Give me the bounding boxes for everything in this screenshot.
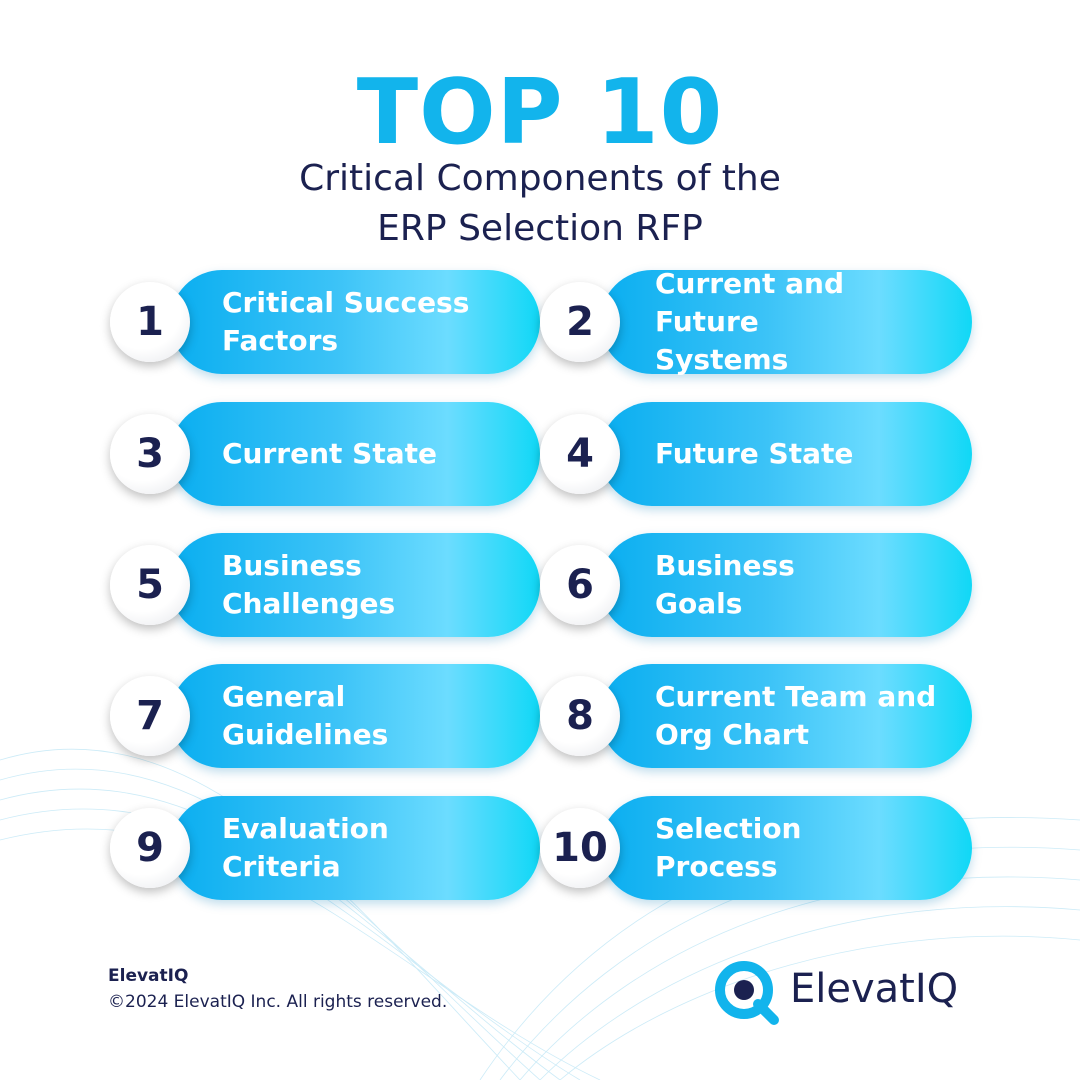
- title: TOP 10: [356, 60, 724, 165]
- logo-text: ElevatIQ: [790, 966, 959, 1012]
- item-label-line: Goals: [655, 587, 743, 620]
- item-label-line: Evaluation: [222, 812, 389, 845]
- item-number: 7: [110, 676, 190, 756]
- item-pill: [600, 664, 972, 768]
- item-pill: [170, 533, 540, 637]
- item-pill: [600, 270, 972, 374]
- item-label: Business Goals: [655, 533, 952, 637]
- item-number: 2: [540, 282, 620, 362]
- item-label-line: Process: [655, 850, 778, 883]
- item-label-line: Selection: [655, 812, 802, 845]
- item-label-line: Current and Future: [655, 267, 845, 338]
- item-number: 6: [540, 545, 620, 625]
- item-label: Current and Future Systems: [655, 267, 952, 376]
- item-label: Future State: [655, 402, 952, 506]
- item-label: Selection Process: [655, 796, 952, 900]
- item-label: Critical Success Factors: [222, 270, 520, 374]
- item-number: 5: [110, 545, 190, 625]
- brand: ElevatIQ: [108, 966, 189, 986]
- item-pill: [170, 664, 540, 768]
- item-label-line: Current Team and: [655, 680, 937, 713]
- item-label-line: Guidelines: [222, 718, 389, 751]
- subtitle: ERP Selection RFP: [377, 208, 703, 249]
- subtitle: Critical Components of the: [299, 158, 781, 199]
- item-label-line: Business: [655, 549, 795, 582]
- item-label-line: Systems: [655, 343, 789, 376]
- item-number: 10: [540, 808, 620, 888]
- logo-icon: [715, 961, 779, 1025]
- item-label-line: Business: [222, 549, 362, 582]
- item-pill: [170, 402, 540, 506]
- item-label-line: Future State: [655, 437, 854, 470]
- item-label-line: Criteria: [222, 850, 341, 883]
- item-number: 1: [110, 282, 190, 362]
- item-label-line: General: [222, 680, 346, 713]
- item-label: Current State: [222, 402, 520, 506]
- item-number: 4: [540, 414, 620, 494]
- item-number: 3: [110, 414, 190, 494]
- item-pill: [600, 402, 972, 506]
- item-label-line: Factors: [222, 324, 339, 357]
- item-label-line: Challenges: [222, 587, 396, 620]
- item-pill: [170, 270, 540, 374]
- item-label-line: Org Chart: [655, 718, 809, 751]
- item-label: Evaluation Criteria: [222, 796, 520, 900]
- item-label: Current Team and Org Chart: [655, 664, 952, 768]
- item-pill: [600, 796, 972, 900]
- item-label: General Guidelines: [222, 664, 520, 768]
- copyright: ©2024 ElevatIQ Inc. All rights reserved.: [108, 992, 448, 1012]
- item-label: Business Challenges: [222, 533, 520, 637]
- item-number: 8: [540, 676, 620, 756]
- item-pill: [170, 796, 540, 900]
- item-label-line: Current State: [222, 437, 437, 470]
- item-pill: [600, 533, 972, 637]
- item-label-line: Critical Success: [222, 286, 470, 319]
- item-number: 9: [110, 808, 190, 888]
